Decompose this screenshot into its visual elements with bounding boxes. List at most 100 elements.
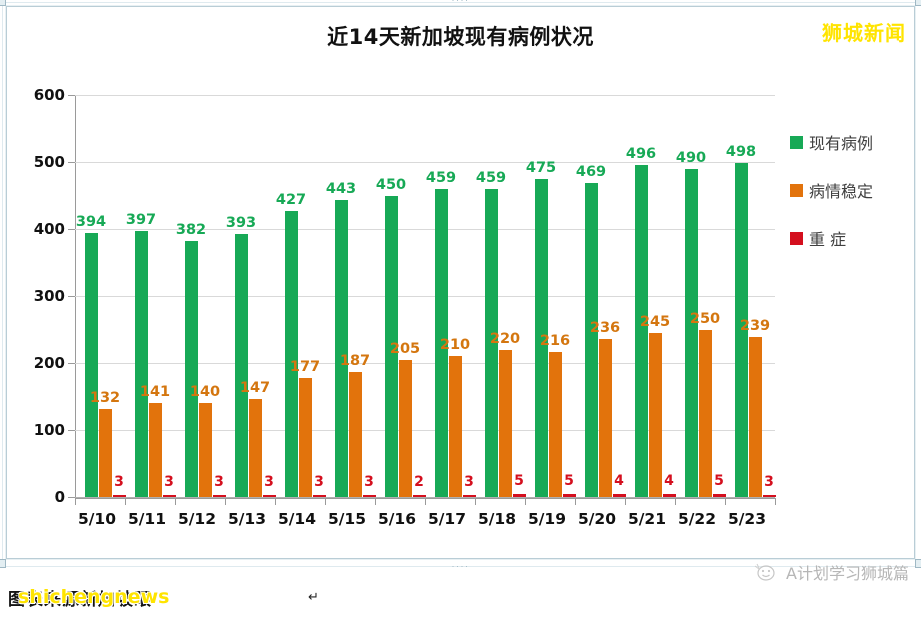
bar-value-label: 210 [439,337,471,354]
bar-group[interactable]: 450 205 2 [376,95,435,497]
bar-value-label: 236 [589,319,621,336]
resize-handle-bottom-center[interactable]: ···· [451,561,470,571]
bar-重 症[interactable] [712,493,726,497]
bar-value-label: 5 [514,472,524,489]
bar-重 症[interactable] [462,494,476,497]
x-axis-tick-label: 5/12 [177,510,217,528]
bar-现有病例[interactable] [184,241,198,497]
bar-现有病例[interactable] [434,189,448,497]
bar-病情稳定[interactable] [698,329,712,497]
bar-重 症[interactable] [612,494,626,497]
bar-group[interactable]: 469 236 4 [576,95,635,497]
y-axis-tick [68,497,75,498]
bar-重 症[interactable] [512,493,526,497]
bar-现有病例[interactable] [284,210,298,497]
bar-病情稳定[interactable] [548,352,562,497]
x-axis-tick [625,498,626,505]
legend-item-3[interactable]: 重 症 [790,229,910,249]
bar-现有病例[interactable] [584,182,598,497]
bar-病情稳定[interactable] [498,349,512,497]
bar-病情稳定[interactable] [148,402,162,497]
bar-重 症[interactable] [362,494,376,497]
bar-value-label: 490 [675,149,707,166]
legend-item-1[interactable]: 现有病例 [790,133,910,153]
gridline [75,95,775,96]
bar-重 症[interactable] [662,494,676,497]
bar-重 症[interactable] [212,494,226,497]
bar-重 症[interactable] [112,494,126,497]
bar-value-label: 450 [375,176,407,193]
bar-value-label: 3 [114,473,124,490]
x-axis-tick-label: 5/13 [227,510,267,528]
account-footer: A计划学习狮城篇 [753,560,909,584]
bar-value-label: 3 [364,473,374,490]
x-axis-tick-label: 5/11 [127,510,167,528]
y-axis-tick-label: 200 [33,354,65,372]
bar-value-label: 397 [125,212,157,229]
bar-group[interactable]: 394 132 3 [76,95,135,497]
bar-value-label: 3 [464,473,474,490]
bar-group[interactable]: 490 250 5 [676,95,735,497]
bar-value-label: 459 [425,170,457,187]
bar-重 症[interactable] [312,494,326,497]
bar-value-label: 220 [489,330,521,347]
bar-病情稳定[interactable] [398,359,412,497]
bar-group[interactable]: 475 216 5 [526,95,585,497]
bar-重 症[interactable] [412,494,426,497]
bar-group[interactable]: 427 177 3 [276,95,335,497]
bar-group[interactable]: 498 239 3 [726,95,785,497]
bar-病情稳定[interactable] [598,338,612,497]
bar-value-label: 4 [664,473,674,490]
bar-value-label: 469 [575,163,607,180]
bar-病情稳定[interactable] [448,356,462,497]
bar-病情稳定[interactable] [298,378,312,497]
resize-handle-top-center[interactable]: ···· [451,0,470,5]
bar-现有病例[interactable] [84,233,98,497]
bar-group[interactable]: 459 220 5 [476,95,535,497]
bar-group[interactable]: 496 245 4 [626,95,685,497]
bar-group[interactable]: 393 147 3 [226,95,285,497]
bar-病情稳定[interactable] [348,371,362,497]
bar-病情稳定[interactable] [248,398,262,497]
y-axis-labels: 0 100 200 300 400 500 600 [7,7,65,558]
bar-现有病例[interactable] [134,231,148,497]
bar-value-label: 4 [614,473,624,490]
bar-group[interactable]: 459 210 3 [426,95,485,497]
legend-item-label: 病情稳定 [809,182,874,201]
resize-handle-bottom-right[interactable] [915,559,921,568]
bar-group[interactable]: 397 141 3 [126,95,185,497]
bar-现有病例[interactable] [684,168,698,497]
bar-现有病例[interactable] [334,200,348,497]
bar-病情稳定[interactable] [98,408,112,497]
bar-病情稳定[interactable] [648,332,662,497]
bar-病情稳定[interactable] [748,336,762,497]
chart-source-caption: 图表来源新加坡眼 shichengnews ↵ [8,583,338,611]
bar-group[interactable]: 382 140 3 [176,95,235,497]
legend-item-2[interactable]: 病情稳定 [790,181,910,201]
bar-现有病例[interactable] [734,163,748,497]
resize-handle-top-right[interactable] [915,0,921,6]
bar-现有病例[interactable] [534,178,548,497]
smiley-face-icon [753,562,779,582]
bar-现有病例[interactable] [484,189,498,497]
paragraph-mark-icon: ↵ [308,589,319,604]
bar-现有病例[interactable] [634,164,648,497]
x-axis-tick [775,498,776,505]
resize-handle-bottom-left[interactable] [0,559,6,568]
bar-重 症[interactable] [162,494,176,497]
bar-重 症[interactable] [762,494,776,497]
bar-value-label: 245 [639,313,671,330]
gridline [75,430,775,431]
bar-重 症[interactable] [262,494,276,497]
x-axis-tick-label: 5/16 [377,510,417,528]
bar-group[interactable]: 443 187 3 [326,95,385,497]
bar-现有病例[interactable] [384,195,398,497]
resize-handle-top-left[interactable] [0,0,6,6]
x-axis-tick [225,498,226,505]
bar-value-label: 239 [739,317,771,334]
bar-现有病例[interactable] [234,233,248,497]
bar-value-label: 393 [225,214,257,231]
bar-value-label: 187 [339,352,371,369]
bar-重 症[interactable] [562,493,576,497]
bar-病情稳定[interactable] [198,403,212,497]
